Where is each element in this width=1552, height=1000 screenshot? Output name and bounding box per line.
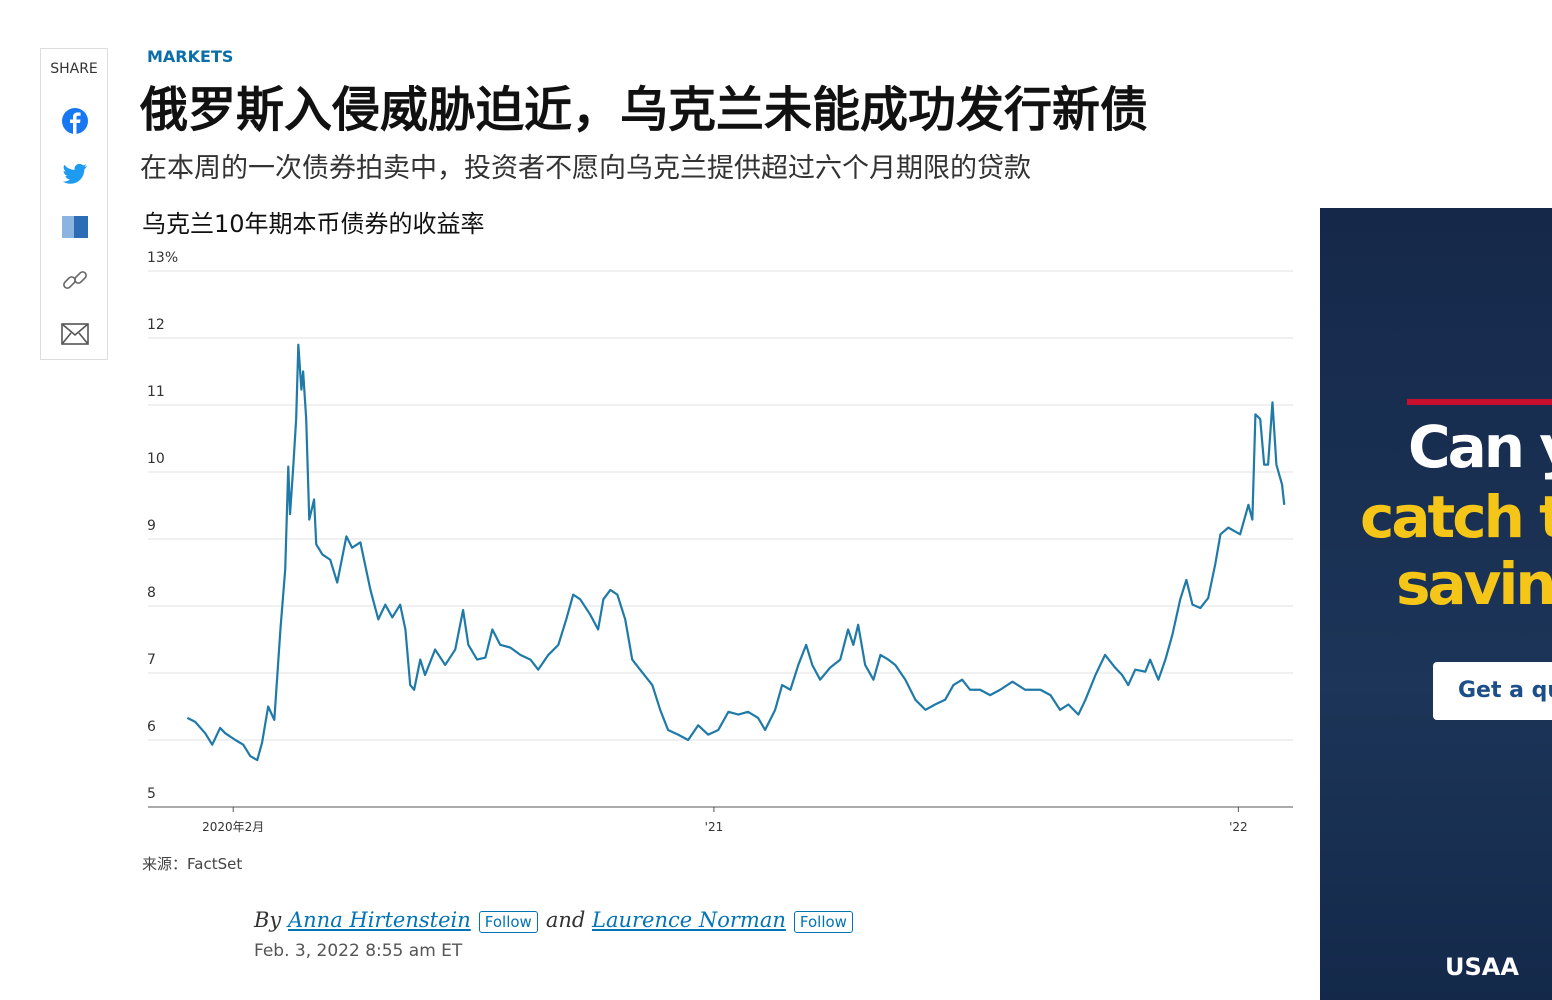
- line-series: [186, 343, 1286, 762]
- email-icon[interactable]: [60, 319, 90, 349]
- y-tick-label: 7: [147, 652, 156, 668]
- share-bar: SHARE: [40, 48, 108, 360]
- x-tick-label: '22: [1229, 820, 1248, 834]
- ad-rule: [1407, 399, 1552, 405]
- x-tick-label: 2020年2月: [202, 820, 264, 834]
- ad-button[interactable]: Get a qu: [1433, 662, 1552, 720]
- author-link[interactable]: Laurence Norman: [592, 908, 786, 932]
- share-label: SHARE: [50, 61, 98, 77]
- follow-button[interactable]: Follow: [793, 911, 853, 933]
- x-tick-label: '21: [705, 820, 724, 834]
- twitter-icon[interactable]: [60, 159, 90, 189]
- ad-text: catch t: [1360, 483, 1552, 551]
- advertisement[interactable]: Can y catch t saving Get a qu USAA: [1320, 208, 1552, 1000]
- by-text: By: [254, 908, 282, 932]
- section-label[interactable]: MARKETS: [147, 47, 234, 66]
- headline: 俄罗斯入侵威胁迫近，乌克兰未能成功发行新债: [140, 82, 1149, 138]
- ad-brand: USAA: [1445, 953, 1519, 981]
- and-text: and: [545, 908, 586, 932]
- chart-source: 来源：FactSet: [142, 855, 243, 873]
- ad-text: saving: [1396, 550, 1552, 618]
- y-tick-label: 8: [147, 585, 156, 601]
- y-tick-label: 6: [147, 719, 156, 735]
- y-tick-label: 11: [147, 384, 165, 400]
- translate-icon[interactable]: [60, 212, 90, 242]
- publish-date: Feb. 3, 2022 8:55 am ET: [254, 941, 463, 961]
- y-tick-label: 9: [147, 518, 156, 534]
- y-tick-label: 13%: [147, 250, 178, 266]
- y-tick-label: 10: [147, 451, 165, 467]
- y-tick-label: 12: [147, 317, 165, 333]
- chart-title: 乌克兰10年期本币债券的收益率: [142, 210, 485, 238]
- follow-button[interactable]: Follow: [478, 911, 538, 933]
- chart: 5 6 7 8 9 10 11 12 13% 2020年2月 '21 '22: [147, 250, 1293, 834]
- link-icon[interactable]: [60, 265, 90, 295]
- y-tick-label: 5: [147, 786, 156, 802]
- byline: By Anna Hirtenstein Follow and Laurence No…: [254, 908, 861, 933]
- facebook-icon[interactable]: [60, 106, 90, 136]
- ad-text: Can y: [1408, 413, 1552, 481]
- subheadline: 在本周的一次债券拍卖中，投资者不愿向乌克兰提供超过六个月期限的贷款: [140, 153, 1031, 184]
- author-link[interactable]: Anna Hirtenstein: [287, 908, 471, 932]
